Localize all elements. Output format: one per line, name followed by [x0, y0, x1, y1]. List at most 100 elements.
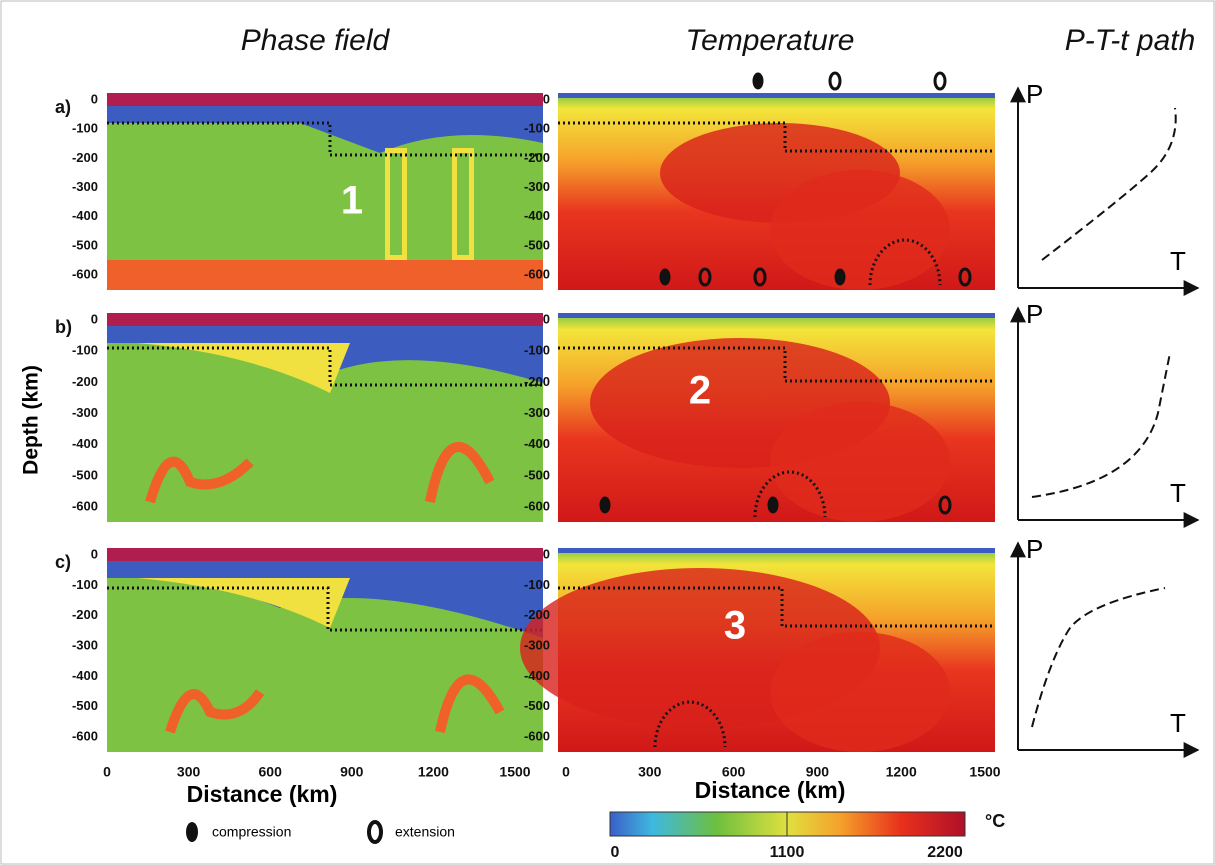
phase-orange	[107, 260, 543, 290]
distance-tick: 900	[340, 764, 364, 780]
phase-plume	[457, 153, 469, 255]
distance-tick: 1500	[499, 764, 530, 780]
depth-tick: -600	[524, 498, 550, 513]
pt-path	[1031, 352, 1171, 498]
extension-symbol	[698, 267, 712, 287]
depth-tick: -600	[72, 266, 98, 281]
depth-label: Depth (km)	[20, 365, 43, 475]
legend-text: compression	[212, 824, 291, 840]
t-label: T	[1170, 246, 1186, 276]
depth-tick: -500	[72, 237, 98, 252]
depth-tick: -200	[524, 607, 550, 622]
colorbar-tick: 1100	[770, 844, 805, 861]
temperature-top	[558, 93, 995, 98]
depth-tick: -300	[72, 405, 98, 420]
distance-tick: 0	[103, 764, 111, 780]
depth-tick: -500	[524, 237, 550, 252]
phase-crust	[107, 93, 543, 106]
dotted-dome	[653, 700, 727, 748]
compression-icon	[186, 822, 198, 842]
depth-tick: -300	[72, 637, 98, 652]
pt-path	[1031, 587, 1166, 728]
p-label: P	[1026, 534, 1043, 564]
legend-text: extension	[395, 824, 455, 840]
distance-label: Distance (km)	[187, 781, 338, 807]
depth-tick: -300	[524, 179, 550, 194]
region-number: 3	[724, 604, 746, 648]
compression-symbol	[752, 72, 764, 90]
hot-region	[770, 170, 950, 290]
dotted-boundary	[107, 121, 543, 157]
extension-symbol	[938, 495, 952, 515]
depth-tick: -500	[524, 698, 550, 713]
depth-tick: -300	[72, 179, 98, 194]
depth-tick: -600	[72, 498, 98, 513]
depth-tick: 0	[543, 311, 550, 326]
depth-tick: -200	[524, 374, 550, 389]
colorbar-tick: 0	[611, 844, 620, 861]
legend: compression extension	[186, 820, 455, 844]
depth-tick: -400	[524, 208, 550, 223]
hot-region	[770, 632, 950, 752]
dotted-boundary	[558, 121, 995, 153]
depth-tick: 0	[91, 311, 98, 326]
depth-tick: -100	[72, 121, 98, 136]
depth-tick: -400	[72, 668, 98, 683]
row-label: c)	[55, 552, 71, 572]
compression-symbol	[767, 496, 779, 514]
depth-tick: -400	[72, 208, 98, 223]
depth-tick: -200	[524, 150, 550, 165]
distance-tick: 1200	[886, 764, 917, 780]
depth-tick: -500	[524, 467, 550, 482]
phase-crust	[107, 313, 543, 326]
depth-tick: 0	[543, 546, 550, 561]
dotted-boundary	[107, 346, 543, 387]
phase-crust	[107, 548, 543, 561]
extension-symbol	[753, 267, 767, 287]
row-label: b)	[55, 317, 72, 337]
dotted-boundary	[107, 586, 543, 632]
depth-tick: -300	[524, 405, 550, 420]
depth-tick: -400	[72, 436, 98, 451]
depth-tick: -600	[524, 728, 550, 743]
hot-region	[770, 402, 950, 522]
distance-tick: 1200	[418, 764, 449, 780]
phase-orange	[145, 456, 254, 504]
depth-tick: -200	[72, 150, 98, 165]
colorbar-tick: 2200	[927, 844, 963, 861]
depth-tick: -100	[72, 343, 98, 358]
depth-tick: 0	[91, 546, 98, 561]
depth-tick: -100	[524, 577, 550, 592]
distance-label: Distance (km)	[695, 777, 846, 803]
phase-orange	[435, 674, 505, 734]
dotted-boundary	[558, 586, 995, 628]
extension-icon	[367, 820, 383, 844]
distance-tick: 600	[722, 764, 746, 780]
phase-blue	[107, 93, 543, 153]
p-label: P	[1026, 299, 1043, 329]
phase-orange	[165, 689, 265, 734]
depth-tick: 0	[543, 91, 550, 106]
distance-tick: 0	[562, 764, 570, 780]
distance-tick: 300	[638, 764, 662, 780]
region-number: 1	[341, 179, 363, 223]
pt-path	[1041, 107, 1177, 261]
column-title: Phase field	[241, 24, 391, 57]
colorbar-unit: °C	[985, 811, 1005, 831]
extension-symbol	[828, 71, 842, 91]
extension-symbol	[958, 267, 972, 287]
depth-tick: -600	[524, 266, 550, 281]
region-number: 2	[689, 369, 711, 413]
depth-tick: -200	[72, 374, 98, 389]
distance-tick: 600	[259, 764, 283, 780]
column-title: Temperature	[686, 24, 855, 57]
depth-tick: -200	[72, 607, 98, 622]
column-title: P-T-t path	[1065, 24, 1196, 57]
depth-tick: -100	[524, 121, 550, 136]
depth-tick: -100	[72, 577, 98, 592]
temperature-top	[558, 313, 995, 318]
compression-symbol	[834, 268, 846, 286]
distance-tick: 300	[177, 764, 201, 780]
